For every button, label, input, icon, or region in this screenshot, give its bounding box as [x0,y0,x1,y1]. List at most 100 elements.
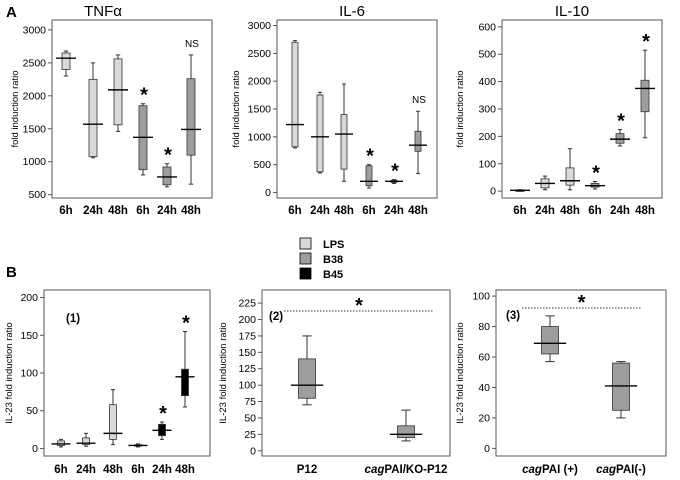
box-24h [157,163,177,188]
y-tick-label: 500 [28,189,46,201]
y-tick-label: 100 [472,291,490,303]
significance-star: * [592,163,600,185]
box-6h [51,438,71,448]
x-tick-label: 6h [362,205,375,217]
y-tick-label: 25 [244,429,256,441]
box-P12 [290,335,324,406]
significance-star: * [391,161,399,183]
significance-star: * [578,292,586,314]
y-tick-label: 100 [478,158,496,170]
y-tick-label: 600 [478,21,496,33]
box-6h [585,181,605,190]
y-tick-label: 1500 [23,123,47,135]
panel-sublabel: (3) [506,310,520,322]
box-24h [83,62,103,159]
significance-star: * [617,111,625,133]
significance-star: * [159,403,167,425]
box-48h [560,148,580,191]
x-tick-label: 6h [131,464,144,476]
x-tick-label: 24h [76,464,96,476]
y-tick-label: 0 [490,186,496,198]
panel-sublabel: (1) [66,313,80,325]
box-cagPAI(-) [604,361,638,419]
x-tick-label: 48h [181,205,201,217]
box-6h [510,189,530,192]
plot-frame [261,289,451,457]
y-tick-label: 3000 [23,24,47,36]
y-tick-label: 60 [478,352,490,364]
y-tick-label: 175 [238,330,256,342]
y-tick-label: 400 [478,76,496,88]
box-48h [181,54,201,185]
legend-label-lps: LPS [323,239,344,251]
chart-3: IL-10 fold induction ratio 0 100 200 300 400 50… [455,3,663,217]
chart-5: (2) IL-23 fold induction ratio 0 25 50 75 100 1… [218,289,451,476]
y-tick-label: 225 [238,298,256,310]
y-tick-label: 2000 [248,76,272,88]
legend: LPS B38 B45 [299,237,344,281]
x-tick-label: 6h [54,464,67,476]
box-24h [76,432,96,447]
y-tick-label: 150 [238,347,256,359]
y-axis-label: fold induction ratio [231,70,242,147]
plot-frame [495,289,667,457]
box-body [316,94,324,173]
box-6h [133,103,153,176]
x-tick-label: 48h [175,464,195,476]
y-tick-label: 300 [478,104,496,116]
plot-frame [276,19,438,199]
y-tick-label: 500 [478,49,496,61]
y-tick-label: 200 [238,314,256,326]
y-tick-label: 2000 [23,90,47,102]
box-body [565,167,575,186]
box-body [57,440,65,446]
significance-star: * [366,146,374,168]
y-tick-label: 50 [244,412,256,424]
y-tick-label: 125 [238,363,256,375]
chart-title: IL-10 [555,3,589,20]
box-body [397,425,415,439]
panel-label-b: B [6,264,17,281]
y-tick-label: 100 [20,368,38,380]
box-cagPAI/KO-P12 [389,409,423,442]
x-tick-label: 6h [288,205,301,217]
chart-6: (3) IL-23 fold induction ratio 0 20 40 60 80 10… [455,289,667,476]
x-tick-label: 6h [588,205,601,217]
y-tick-label: 0 [265,187,271,199]
box-body [541,326,559,355]
box-body [88,78,98,157]
box-48h [103,389,123,446]
box-body [291,41,299,148]
plot-frame [501,19,663,199]
y-tick-label: 40 [478,382,490,394]
x-tick-label: 24h [157,205,177,217]
box-body [181,368,189,397]
x-tick-label: cagPAI/KO-P12 [365,464,448,476]
ns-label: NS [185,39,199,50]
significance-star: * [140,85,148,107]
x-tick-label: P12 [297,464,317,476]
box-body [298,358,316,399]
x-tick-label: 48h [408,205,428,217]
chart-title: TNFα [84,3,122,20]
x-tick-label: 48h [334,205,354,217]
y-tick-label: 0 [32,443,38,455]
y-tick-label: 200 [20,292,38,304]
chart-2: IL-6 fold induction ratio 0 500 1000 1500 2000… [231,3,438,217]
y-axis-label: fold induction ratio [10,70,21,147]
box-body [61,52,71,70]
y-tick-label: 0 [250,445,256,457]
x-tick-label: cagPAI (+) [522,464,578,476]
y-tick-label: 75 [244,396,256,408]
significance-star: * [642,31,650,53]
significance-star: * [164,145,172,167]
x-tick-label: 48h [635,205,655,217]
box-24h [152,421,172,440]
box-48h [409,110,427,175]
box-body [186,78,196,156]
y-axis-label: IL-23 fold induction ratio [4,322,15,423]
y-tick-label: 200 [478,131,496,143]
legend-swatch-b38 [299,252,312,265]
box-6h [56,50,76,77]
